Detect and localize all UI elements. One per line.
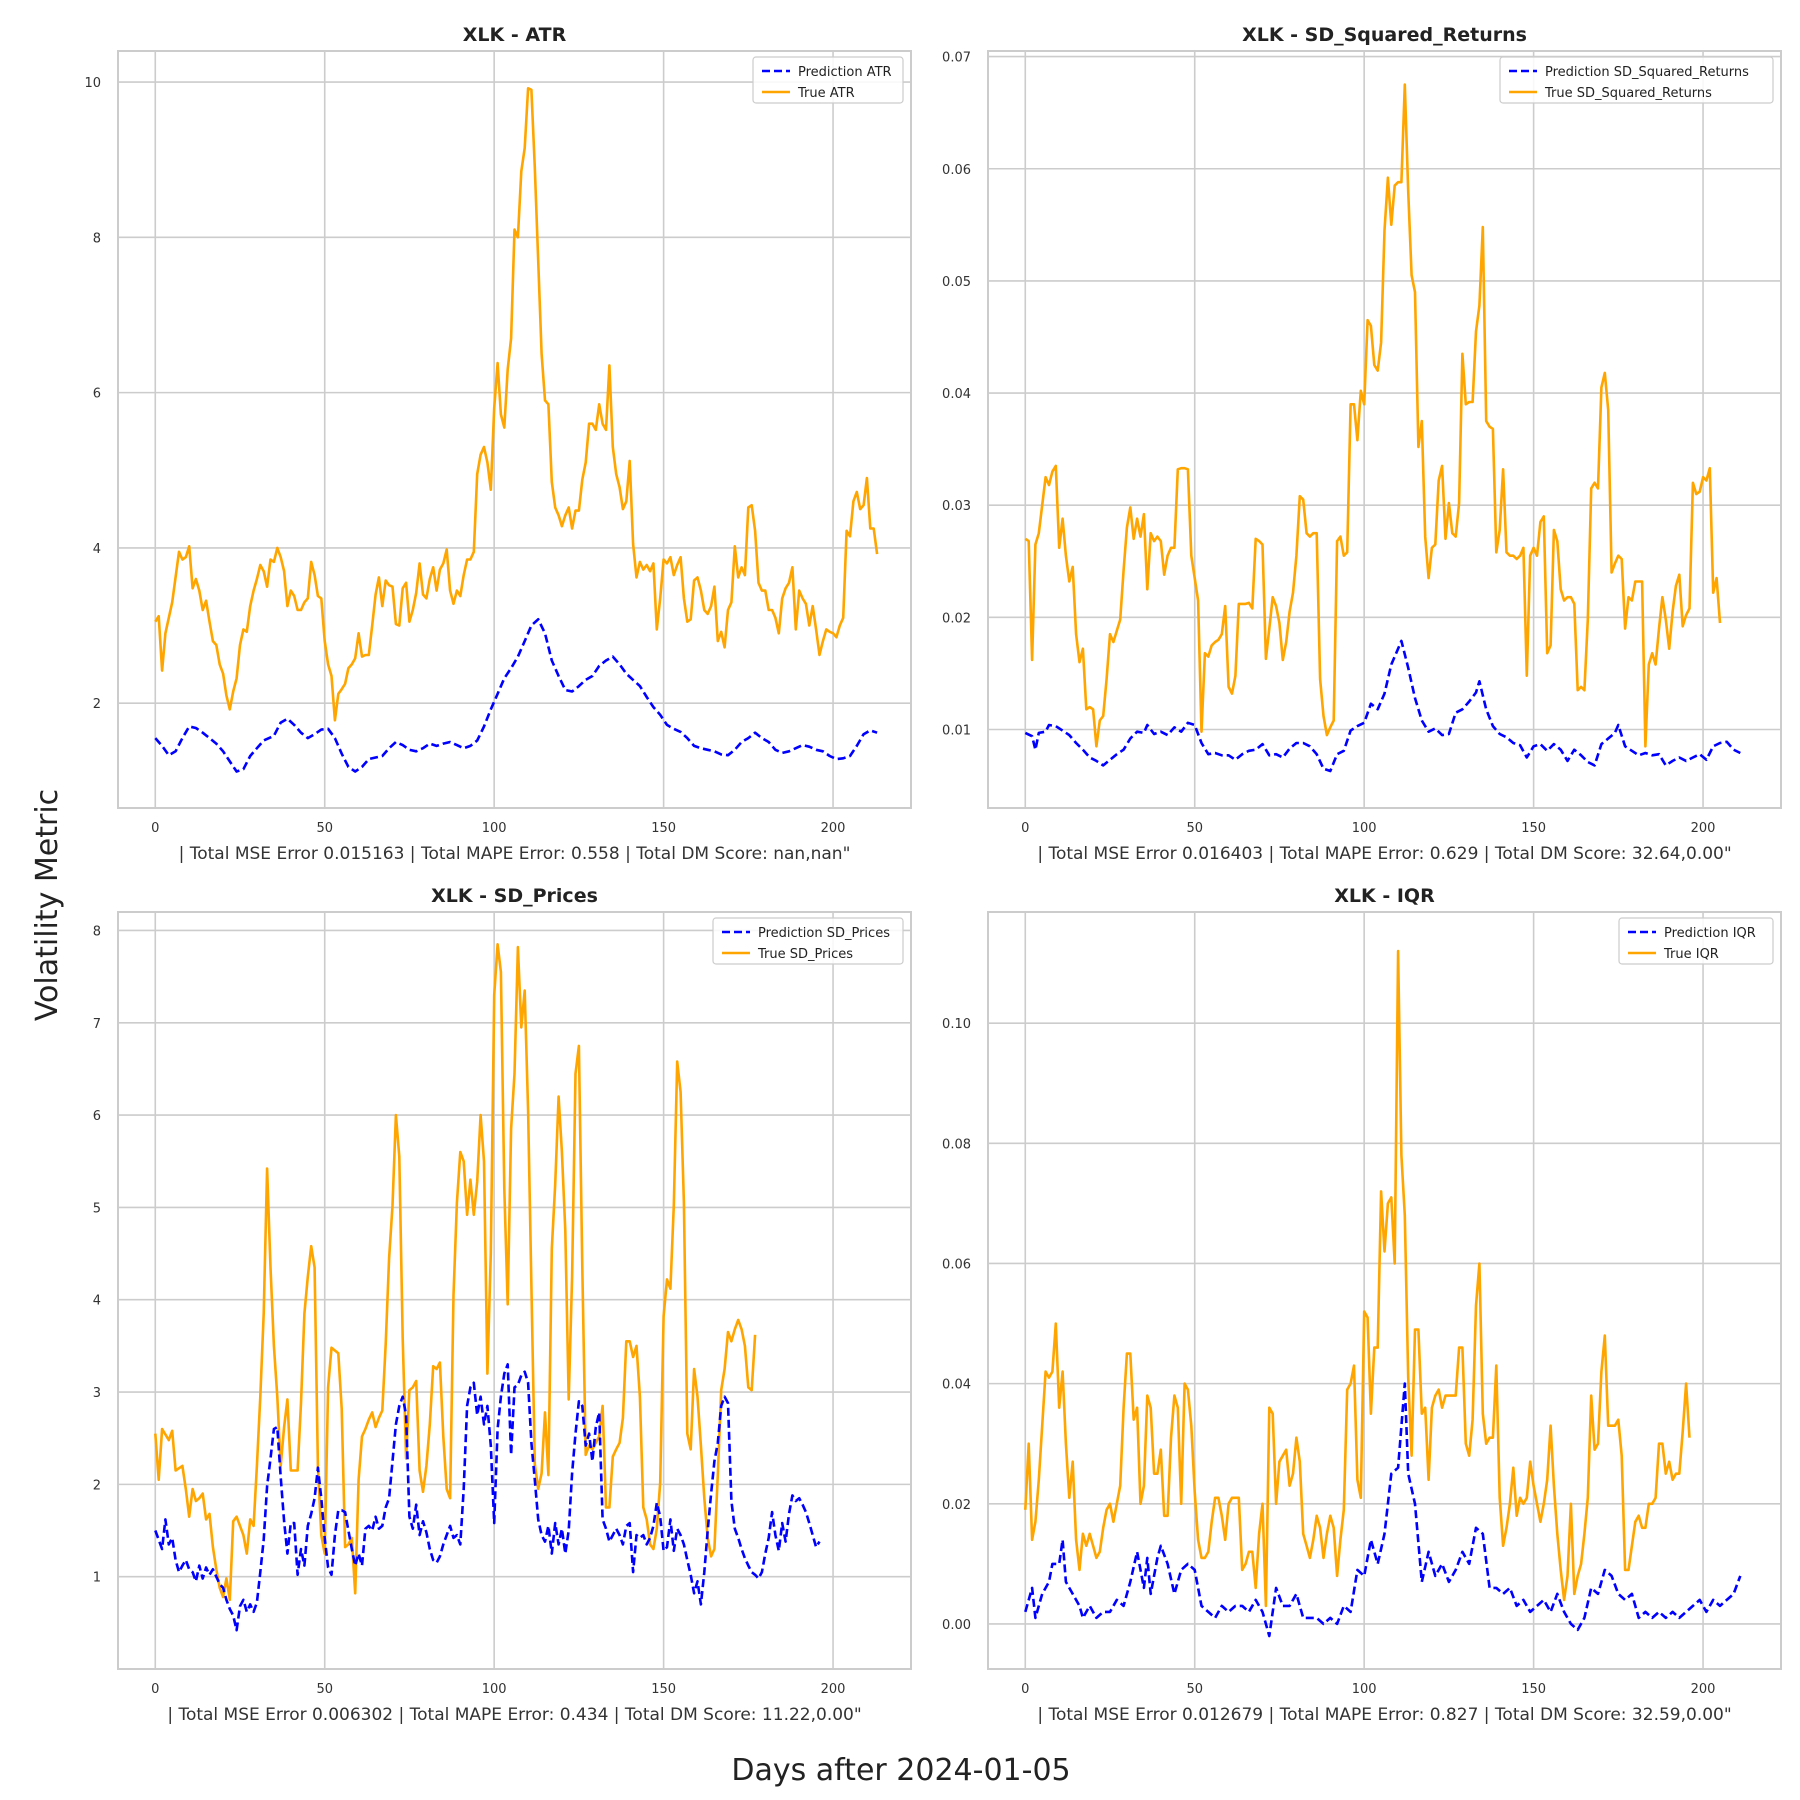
metrics-caption: | Total MSE Error 0.012679 | Total MAPE … bbox=[1037, 1705, 1731, 1725]
y-tick-label: 6 bbox=[93, 387, 101, 402]
x-tick-label: 0 bbox=[1021, 1682, 1029, 1697]
figure-x-label: Days after 2024-01-05 bbox=[731, 1753, 1070, 1788]
series-group bbox=[154, 943, 821, 1632]
legend-label: Prediction IQR bbox=[1664, 926, 1756, 941]
legend: Prediction SD_Prices True SD_Prices bbox=[712, 917, 904, 965]
y-tick-label: 0.08 bbox=[942, 1137, 971, 1152]
x-tick-label: 100 bbox=[482, 821, 507, 836]
y-tick-label: 8 bbox=[93, 231, 101, 246]
plot-frame bbox=[117, 911, 912, 1670]
x-tick-label: 0 bbox=[151, 821, 159, 836]
legend-box bbox=[752, 56, 904, 104]
prediction-series-line bbox=[1024, 1382, 1742, 1638]
x-tick-label: 100 bbox=[1352, 1682, 1377, 1697]
legend-label: True SD_Prices bbox=[757, 947, 853, 962]
prediction-series-line bbox=[1024, 639, 1741, 773]
series-group bbox=[154, 87, 879, 773]
prediction-series-line bbox=[154, 1363, 821, 1632]
prediction-series-line bbox=[154, 618, 878, 773]
y-tick-label: 0.04 bbox=[942, 387, 971, 402]
legend: Prediction IQR True IQR bbox=[1618, 917, 1774, 965]
legend-box bbox=[1499, 56, 1774, 104]
figure-y-label: Volatility Metric bbox=[30, 789, 65, 1021]
legend: Prediction SD_Squared_Returns True SD_Squ… bbox=[1499, 56, 1774, 104]
chart-title: XLK - SD_Squared_Returns bbox=[1242, 24, 1527, 46]
plot-frame bbox=[117, 50, 912, 809]
plot-frame bbox=[987, 50, 1782, 809]
true-series-line bbox=[154, 943, 757, 1602]
y-tick-label: 0.05 bbox=[942, 275, 971, 290]
legend-label: True SD_Squared_Returns bbox=[1544, 86, 1712, 101]
chart-title: XLK - IQR bbox=[1334, 885, 1435, 907]
x-tick-label: 100 bbox=[482, 1682, 507, 1697]
true-series-line bbox=[154, 87, 879, 722]
y-tick-label: 5 bbox=[93, 1201, 101, 1216]
y-tick-label: 0.06 bbox=[942, 1257, 971, 1272]
legend-label: True IQR bbox=[1663, 947, 1719, 962]
y-tick-label: 0.10 bbox=[942, 1017, 971, 1032]
metrics-caption: | Total MSE Error 0.016403 | Total MAPE … bbox=[1037, 844, 1731, 864]
y-tick-label: 0.00 bbox=[942, 1618, 971, 1633]
x-tick-label: 150 bbox=[1521, 821, 1546, 836]
legend-box bbox=[712, 917, 904, 965]
legend-label: Prediction SD_Prices bbox=[758, 926, 890, 941]
chart-title: XLK - SD_Prices bbox=[431, 885, 598, 907]
x-tick-label: 150 bbox=[1521, 1682, 1546, 1697]
y-tick-label: 4 bbox=[93, 542, 101, 557]
legend-label: Prediction ATR bbox=[798, 65, 892, 80]
metrics-caption: | Total MSE Error 0.015163 | Total MAPE … bbox=[179, 844, 851, 864]
metrics-caption: | Total MSE Error 0.006302 | Total MAPE … bbox=[167, 1705, 861, 1725]
chart-panel: 0 50 100 150 200 0.01 0.02 0.03 0.04 0.05 0.06 0.07… bbox=[942, 24, 1782, 864]
x-tick-label: 50 bbox=[316, 821, 333, 836]
y-tick-label: 8 bbox=[93, 924, 101, 939]
series-group bbox=[1024, 83, 1741, 773]
x-tick-label: 150 bbox=[651, 1682, 676, 1697]
y-tick-label: 0.07 bbox=[942, 51, 971, 66]
series-group bbox=[1024, 949, 1742, 1638]
y-tick-label: 6 bbox=[93, 1109, 101, 1124]
x-tick-label: 50 bbox=[316, 1682, 333, 1697]
x-tick-label: 200 bbox=[1691, 821, 1716, 836]
y-tick-label: 0.02 bbox=[942, 1498, 971, 1513]
x-tick-label: 200 bbox=[821, 821, 846, 836]
legend-label: True ATR bbox=[797, 86, 855, 101]
x-tick-label: 150 bbox=[651, 821, 676, 836]
y-tick-label: 0.03 bbox=[942, 499, 971, 514]
legend-label: Prediction SD_Squared_Returns bbox=[1545, 65, 1749, 80]
y-tick-label: 1 bbox=[93, 1571, 101, 1586]
plot-frame bbox=[987, 911, 1782, 1670]
y-tick-label: 0.02 bbox=[942, 611, 971, 626]
y-tick-label: 10 bbox=[84, 76, 101, 91]
x-tick-label: 50 bbox=[1186, 1682, 1203, 1697]
chart-panel: 0 50 100 150 200 1 2 3 4 5 6 7 8 XLK - SD_Prices | Tot… bbox=[93, 885, 912, 1725]
true-series-line bbox=[1024, 83, 1722, 748]
y-tick-label: 7 bbox=[93, 1017, 101, 1032]
chart-title: XLK - ATR bbox=[463, 24, 567, 46]
true-series-line bbox=[1024, 949, 1691, 1608]
x-tick-label: 0 bbox=[1021, 821, 1029, 836]
y-tick-label: 2 bbox=[93, 1478, 101, 1493]
y-tick-label: 0.01 bbox=[942, 723, 971, 738]
x-tick-label: 200 bbox=[1691, 1682, 1716, 1697]
y-tick-label: 2 bbox=[93, 697, 101, 712]
x-tick-label: 200 bbox=[821, 1682, 846, 1697]
legend: Prediction ATR True ATR bbox=[752, 56, 904, 104]
chart-panel: 0 50 100 150 200 2 4 6 8 10 XLK - ATR | Total MSE E… bbox=[84, 24, 912, 864]
x-tick-label: 0 bbox=[151, 1682, 159, 1697]
x-tick-label: 100 bbox=[1352, 821, 1377, 836]
chart-panel: 0 50 100 150 200 0.00 0.02 0.04 0.06 0.08 0.10 XLK … bbox=[942, 885, 1782, 1725]
y-tick-label: 4 bbox=[93, 1294, 101, 1309]
legend-box bbox=[1618, 917, 1774, 965]
y-tick-label: 0.04 bbox=[942, 1378, 971, 1393]
y-tick-label: 3 bbox=[93, 1386, 101, 1401]
x-tick-label: 50 bbox=[1186, 821, 1203, 836]
y-tick-label: 0.06 bbox=[942, 163, 971, 178]
